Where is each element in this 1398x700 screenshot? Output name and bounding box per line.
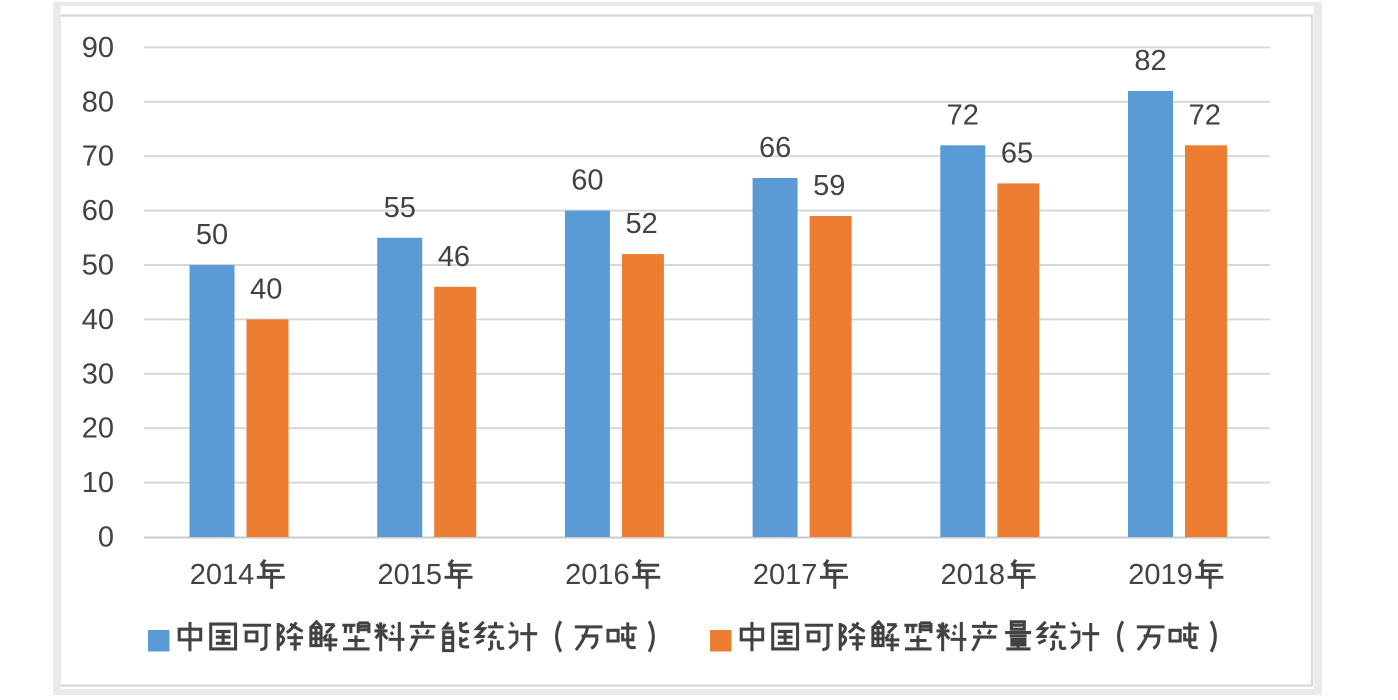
svg-text:52: 52 (625, 208, 657, 240)
svg-text:40: 40 (82, 304, 114, 336)
svg-text:65: 65 (1001, 137, 1033, 169)
svg-text:10: 10 (82, 467, 114, 499)
svg-text:0: 0 (98, 522, 114, 554)
svg-text:2015: 2015 (377, 559, 442, 591)
svg-text:2017: 2017 (753, 559, 818, 591)
svg-text:50: 50 (82, 250, 114, 282)
svg-text:2019: 2019 (1128, 559, 1193, 591)
svg-text:72: 72 (1189, 99, 1221, 131)
svg-text:59: 59 (813, 170, 845, 202)
svg-text:60: 60 (82, 195, 114, 227)
svg-text:66: 66 (759, 132, 791, 164)
svg-text:60: 60 (571, 165, 603, 197)
svg-text:2018: 2018 (941, 559, 1006, 591)
svg-text:2016: 2016 (565, 559, 630, 591)
svg-text:50: 50 (196, 219, 228, 251)
svg-text:40: 40 (250, 273, 282, 305)
svg-text:55: 55 (384, 192, 416, 224)
svg-text:20: 20 (82, 413, 114, 445)
svg-text:90: 90 (82, 32, 114, 64)
svg-text:46: 46 (438, 241, 470, 273)
svg-text:72: 72 (947, 99, 979, 131)
svg-text:80: 80 (82, 86, 114, 118)
svg-text:70: 70 (82, 141, 114, 173)
svg-text:82: 82 (1134, 45, 1166, 77)
svg-text:30: 30 (82, 358, 114, 390)
svg-text:2014: 2014 (190, 559, 255, 591)
